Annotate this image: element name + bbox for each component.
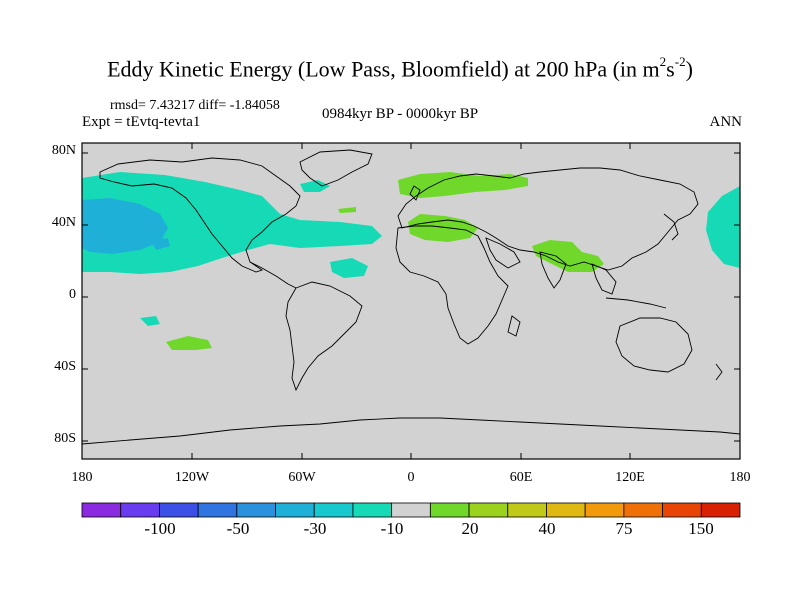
colorbar-swatch bbox=[352, 502, 393, 518]
colorbar-label: 150 bbox=[688, 519, 714, 538]
lat-label-80n: 80N bbox=[51, 143, 76, 158]
coastline-antarctica bbox=[81, 417, 741, 445]
colorbar-swatch bbox=[623, 502, 663, 518]
coastline-north-america bbox=[99, 157, 301, 273]
atlantic-negative-region bbox=[330, 258, 368, 278]
lon-label-180w: 180 bbox=[71, 470, 93, 485]
positive-anomaly-regions bbox=[166, 172, 604, 350]
colorbar-swatch bbox=[120, 502, 160, 518]
asia-positive-region bbox=[532, 240, 604, 272]
tropical-pacific-negative-region bbox=[140, 316, 160, 326]
lon-label-180e: 180 bbox=[729, 470, 751, 485]
lon-label-60e: 60E bbox=[509, 470, 533, 485]
colorbar-swatch bbox=[429, 502, 470, 518]
negative-strong-anomaly-regions bbox=[82, 198, 170, 254]
experiment-label: Expt = tEvtq-tevta1 bbox=[82, 114, 201, 130]
south-pacific-positive-region bbox=[166, 336, 212, 350]
north-pacific-strong-negative-patch bbox=[150, 238, 170, 250]
colorbar-label: 20 bbox=[461, 519, 479, 538]
lon-label-60w: 60W bbox=[288, 470, 316, 485]
mediterranean-positive-region bbox=[408, 214, 478, 242]
colorbar-swatch bbox=[275, 502, 315, 518]
coastline-central-america bbox=[249, 261, 297, 289]
coastline-uk bbox=[409, 185, 421, 201]
colorbar-label: 75 bbox=[615, 519, 633, 538]
colorbar-swatch bbox=[700, 502, 741, 518]
coastline-japan bbox=[663, 213, 679, 241]
colorbar-swatch bbox=[81, 502, 122, 518]
season-label: ANN bbox=[709, 114, 743, 130]
north-pacific-strong-negative-region bbox=[82, 198, 168, 254]
lat-label-80s: 80S bbox=[54, 431, 76, 446]
colorbar-swatch bbox=[391, 502, 431, 518]
plot-title: Eddy Kinetic Energy (Low Pass, Bloomfiel… bbox=[107, 54, 693, 82]
rmsd-diff-stats: rmsd= 7.43217 diff= -1.84058 bbox=[110, 98, 280, 113]
colorbar-swatch bbox=[159, 502, 199, 518]
atlantic-positive-patch bbox=[338, 207, 356, 213]
colorbar-swatch bbox=[197, 502, 238, 518]
colorbar-label: 40 bbox=[538, 519, 556, 538]
coastline-africa bbox=[395, 225, 509, 345]
colorbar-swatch bbox=[236, 502, 276, 518]
colorbar bbox=[81, 502, 741, 518]
colorbar-label: -100 bbox=[144, 519, 176, 538]
labrador-negative-region bbox=[300, 180, 330, 192]
coastline-australia bbox=[615, 317, 693, 373]
lat-label-40s: 40S bbox=[54, 359, 76, 374]
coastline-southeast-asia bbox=[591, 263, 617, 295]
colorbar-swatch bbox=[546, 502, 586, 518]
coastline-south-america bbox=[285, 281, 363, 392]
coastline-madagascar bbox=[507, 315, 521, 337]
colorbar-swatch bbox=[662, 502, 702, 518]
coastline-new-zealand bbox=[715, 363, 723, 381]
coastline-europe bbox=[397, 167, 699, 271]
colorbar-swatch bbox=[507, 502, 547, 518]
coastlines bbox=[81, 149, 741, 445]
lon-label-120w: 120W bbox=[174, 470, 210, 485]
coastline-greenland bbox=[299, 149, 373, 187]
axis-ticks bbox=[82, 143, 740, 459]
colorbar-swatch bbox=[468, 502, 509, 518]
time-period-label: 0984kyr BP - 0000kyr BP bbox=[321, 106, 479, 122]
east-pacific-negative-region bbox=[706, 186, 740, 268]
coastline-indonesia bbox=[605, 297, 667, 309]
north-europe-positive-region bbox=[398, 172, 528, 198]
colorbar-swatch bbox=[584, 502, 625, 518]
colorbar-label: -50 bbox=[226, 519, 250, 538]
lat-label-equator: 0 bbox=[69, 287, 76, 302]
colorbar-label: -30 bbox=[303, 519, 327, 538]
lon-label-0: 0 bbox=[407, 470, 415, 485]
lat-label-40n: 40N bbox=[51, 215, 76, 230]
colorbar-swatch bbox=[313, 502, 354, 518]
colorbar-label: -10 bbox=[380, 519, 404, 538]
coastline-arabia bbox=[485, 237, 521, 269]
lon-label-120e: 120E bbox=[615, 470, 645, 485]
coastline-india bbox=[539, 251, 567, 289]
